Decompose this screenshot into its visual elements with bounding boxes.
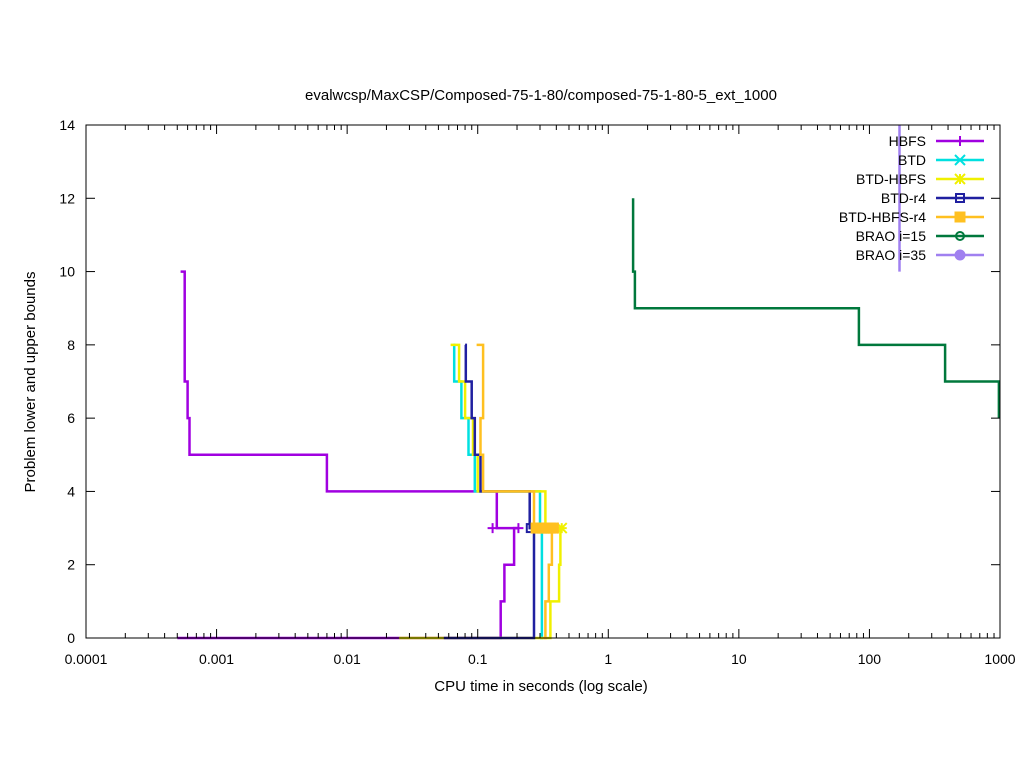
- legend-label: BTD-HBFS-r4: [839, 209, 926, 225]
- y-tick-label: 6: [67, 410, 75, 426]
- x-axis-label: CPU time in seconds (log scale): [434, 678, 647, 695]
- legend-item-btd: BTD: [898, 152, 984, 168]
- series-line-lower-btd-r4: [443, 528, 536, 640]
- series-line-lower-hbfs: [177, 526, 519, 640]
- legend-label: BTD-HBFS: [856, 171, 926, 187]
- series-btd-hbfs-r4: [476, 343, 559, 640]
- legend-item-brao-i-35: BRAO i=35: [856, 247, 984, 263]
- legend-item-btd-hbfs: BTD-HBFS: [856, 171, 984, 187]
- legend-item-hbfs: HBFS: [889, 133, 984, 149]
- legend: HBFS BTD BTD-HBFS BTD-r4 BTD-HBFS-r4 BRAO i=1…: [839, 133, 984, 263]
- series-line-upper-btd-hbfs: [450, 343, 562, 530]
- legend-marker: [954, 173, 966, 185]
- y-tick-label: 4: [67, 483, 75, 499]
- legend-marker: [955, 136, 965, 146]
- y-tick-label: 14: [59, 117, 75, 133]
- legend-marker: [955, 231, 965, 241]
- series-hbfs: [177, 270, 524, 640]
- series-point-hbfs: [513, 523, 524, 534]
- x-tick-label: 100: [858, 651, 882, 667]
- x-tick-label: 1000: [984, 651, 1015, 667]
- series-layer: [177, 125, 1001, 640]
- y-tick-label: 8: [67, 337, 75, 353]
- y-tick-label: 12: [59, 190, 75, 206]
- series-line-upper-btd-hbfs-r4: [476, 343, 554, 530]
- series-line-upper-brao-i-15: [631, 198, 1001, 419]
- y-tick-label: 10: [59, 264, 75, 280]
- y-axis-label: Problem lower and upper bounds: [22, 272, 39, 493]
- series-line-lower-btd-hbfs-r4: [543, 526, 554, 640]
- legend-marker: [955, 193, 965, 203]
- x-tick-label: 1: [604, 651, 612, 667]
- legend-label: BTD: [898, 152, 926, 168]
- series-line-upper-btd: [452, 343, 542, 530]
- series-line-upper-hbfs: [180, 270, 519, 530]
- legend-item-brao-i-15: BRAO i=15: [856, 228, 984, 244]
- series-btd-hbfs: [399, 343, 568, 640]
- legend-label: BRAO i=35: [856, 247, 927, 263]
- legend-marker: [954, 154, 966, 166]
- legend-label: HBFS: [889, 133, 926, 149]
- legend-label: BRAO i=15: [856, 228, 927, 244]
- series-brao-i-15: [631, 198, 1001, 419]
- y-tick-label: 2: [67, 557, 75, 573]
- plot-frame: [85, 124, 1001, 639]
- y-tick-label: 0: [67, 630, 75, 646]
- x-tick-label: 0.0001: [65, 651, 108, 667]
- legend-label: BTD-r4: [881, 190, 926, 206]
- series-line-lower-btd-hbfs: [399, 526, 562, 640]
- series-line-upper-btd-r4: [464, 343, 534, 530]
- series-point-btd-hbfs: [556, 522, 568, 534]
- x-tick-label: 10: [731, 651, 747, 667]
- x-tick-label: 0.1: [468, 651, 488, 667]
- legend-item-btd-hbfs-r4: BTD-HBFS-r4: [839, 209, 984, 225]
- series-point-btd-hbfs-r4: [547, 522, 559, 534]
- legend-marker: [954, 249, 966, 261]
- legend-item-btd-r4: BTD-r4: [881, 190, 984, 206]
- chart-title: evalwcsp/MaxCSP/Composed-75-1-80/compose…: [305, 87, 777, 104]
- legend-marker: [954, 211, 966, 223]
- series-line-lower-btd: [540, 528, 544, 640]
- x-tick-label: 0.001: [199, 651, 234, 667]
- series-point-hbfs: [487, 523, 498, 534]
- x-tick-label: 0.01: [334, 651, 361, 667]
- ticks-layer: 0.0001 0.001 0.01 0.1 1 10 100 1000 0 2 4 6 8 10 12 14: [59, 117, 1015, 667]
